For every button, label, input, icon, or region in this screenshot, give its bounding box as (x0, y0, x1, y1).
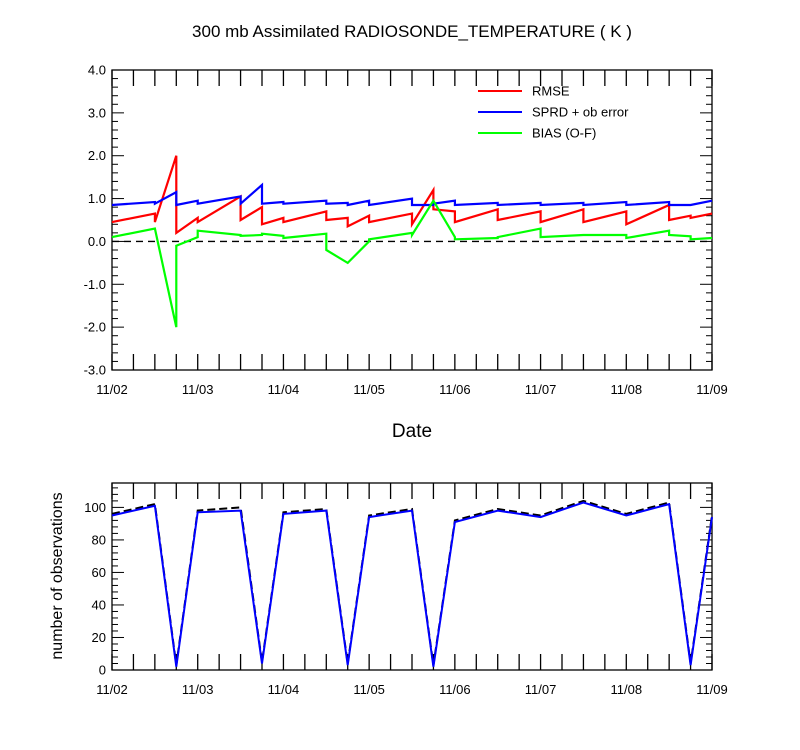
series-line-observations-possible (111, 499, 713, 666)
y-tick-label: 1.0 (88, 191, 106, 206)
observation-count-panel: number of observations 0 20 40 60 80 100 11/02… (49, 482, 728, 697)
x-tick-label: 11/05 (353, 382, 385, 397)
y-tick-label: 4.0 (88, 63, 106, 78)
x-tick-label: 11/08 (610, 382, 642, 397)
legend-label: SPRD + ob error (532, 105, 629, 120)
y-tick-label: 3.0 (88, 105, 106, 120)
x-tick-label: 11/07 (525, 382, 557, 397)
x-tick-label: 11/07 (525, 682, 557, 697)
y-tick-label: 100 (84, 500, 106, 515)
y-tick-label: 40 (92, 597, 106, 612)
y-tick-label: 20 (92, 630, 106, 645)
x-tick-label: 11/02 (96, 682, 128, 697)
y-tick-label: -3.0 (84, 363, 106, 378)
series-line-observations-used (111, 501, 713, 667)
y-axis-label: number of observations (49, 492, 66, 659)
y-tick-label: -2.0 (84, 320, 106, 335)
x-tick-label: 11/04 (268, 682, 300, 697)
legend: RMSE SPRD + ob error BIAS (O-F) (478, 84, 629, 141)
x-tick-label: 11/09 (696, 682, 728, 697)
assimilation-stats-panel: 300 mb Assimilated RADIOSONDE_TEMPERATUR… (84, 22, 728, 442)
x-tick-label: 11/02 (96, 382, 128, 397)
y-tick-label: 0 (99, 663, 106, 678)
x-tick-label: 11/06 (439, 682, 471, 697)
legend-label: BIAS (O-F) (532, 126, 596, 141)
x-tick-label: 11/04 (268, 382, 300, 397)
series-line-bias-o-f (111, 198, 713, 328)
y-tick-label: 2.0 (88, 148, 106, 163)
y-tick-label: 80 (92, 532, 106, 547)
series-line-sprd-ob-error (111, 182, 713, 207)
legend-label: RMSE (532, 84, 570, 99)
x-tick-label: 11/03 (182, 382, 214, 397)
y-tick-label: 0.0 (88, 234, 106, 249)
x-tick-label: 11/05 (353, 682, 385, 697)
x-axis-label: Date (392, 421, 432, 442)
y-tick-label: -1.0 (84, 277, 106, 292)
x-tick-label: 11/03 (182, 682, 214, 697)
series-line-rmse (111, 155, 713, 236)
chart-title: 300 mb Assimilated RADIOSONDE_TEMPERATUR… (192, 22, 632, 41)
x-tick-label: 11/09 (696, 382, 728, 397)
y-tick-label: 60 (92, 565, 106, 580)
x-tick-label: 11/06 (439, 382, 471, 397)
x-tick-label: 11/08 (610, 682, 642, 697)
